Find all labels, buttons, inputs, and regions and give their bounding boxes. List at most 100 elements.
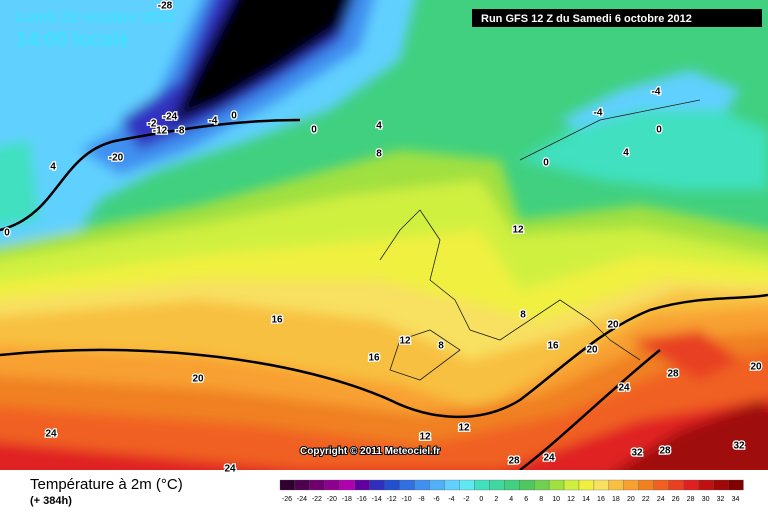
scale-swatch [429,479,445,491]
contour-label: 0 [311,125,317,136]
scale-swatch [369,479,385,491]
cool-area [520,110,768,190]
contour-label: 20 [192,374,204,385]
contour-label: -4 [209,116,218,127]
lead-time: (+ 384h) [30,495,72,507]
contour-label: 24 [45,429,57,440]
scale-label: -2 [463,496,469,503]
cold-area [170,0,352,125]
scale-swatch [339,479,355,491]
scale-label: -4 [448,496,454,503]
scale-swatch [638,479,654,491]
hot-core [600,400,768,480]
scale-label: 20 [627,496,635,503]
contour-label: 0 [656,125,662,136]
run-info: Run GFS 12 Z du Samedi 6 octobre 2012 [481,13,692,25]
coastline [379,99,701,381]
contour-label: 20 [607,320,619,331]
contour-label: 0 [4,228,10,239]
scale-swatch [309,479,325,491]
scale-swatch [489,479,505,491]
scale-label: 12 [567,496,575,503]
contour-label: 16 [368,353,380,364]
scale-swatch [728,479,744,491]
scale-label: -26 [282,496,292,503]
scale-label: -24 [297,496,307,503]
contour-label: 20 [750,362,762,373]
scale-label: 28 [687,496,695,503]
scale-swatch [608,479,625,491]
contour-label: 24 [543,453,555,464]
scale-swatch [578,479,595,491]
contour-label: -8 [176,126,185,137]
contour-label: 16 [271,315,283,326]
contour-label: 28 [659,446,671,457]
scale-swatch [444,479,460,491]
scale-label: -8 [418,496,424,503]
scale-swatch [519,479,535,491]
contour-label: 28 [508,456,520,467]
scale-swatch [563,479,580,491]
scale-label: 10 [552,496,560,503]
contour-label: 32 [733,441,745,452]
scale-label: 4 [509,496,513,503]
scale-label: 32 [717,496,725,503]
scale-label: 14 [582,496,590,503]
isotherm [0,293,768,419]
scale-swatch [668,479,684,491]
contour-label: -4 [652,87,661,98]
isotherm [0,118,301,232]
scale-swatch [414,479,430,491]
scale-label: 2 [494,496,498,503]
scale-label: -12 [387,496,397,503]
scale-label: 0 [479,496,483,503]
legend-background [0,470,768,512]
map-date: Lundi 22 octobre 2012 [16,9,174,26]
contour-label: 24 [618,383,630,394]
contour-label: -20 [109,153,124,164]
scale-swatch [384,479,400,491]
scale-label: 18 [612,496,620,503]
color-scale: -26 -24 -22 -20 -18 -16 -14 -12 -10 -8 -6 -4 -2 0 2 4 6 8… [279,479,744,503]
contour-label: 12 [512,225,524,236]
scale-label: -14 [372,496,382,503]
isotherm [519,349,661,471]
scale-label: -16 [357,496,367,503]
contour-label: 4 [623,148,629,159]
scale-swatch [474,479,490,491]
scale-swatch [534,479,550,491]
contour-label: 4 [376,121,382,132]
contour-label: 0 [231,111,237,122]
contour-label: 12 [419,432,431,443]
copyright: Copyright © 2011 Meteociel.fr [300,446,440,457]
contour-label: 20 [586,345,598,356]
scale-label: 6 [524,496,528,503]
scale-label: 30 [702,496,710,503]
contour-labels: -28 -24 -2-12 -8 -4 0 -20 4 0 0 4 8 -4 -4 0 4 0 12 16 12 8 8 1… [3,0,763,476]
scale-swatch [683,479,699,491]
run-box [472,9,762,27]
scale-swatch [399,479,415,491]
contour-label: 0 [543,158,549,169]
hot-core [630,330,740,380]
scale-swatch [623,479,639,491]
scale-label: 26 [672,496,680,503]
contour-label: 8 [438,341,444,352]
scale-swatch [279,479,296,491]
scale-swatch [324,479,340,491]
scale-swatch [504,479,520,491]
contour-label: -12 [153,126,168,137]
scale-label: 34 [732,496,740,503]
scale-swatch [713,479,729,491]
scale-label: -18 [342,496,352,503]
scale-label: -22 [312,496,322,503]
scale-label: 8 [539,496,543,503]
scale-swatch [593,479,610,491]
contour-label: 8 [376,149,382,160]
scale-swatch [354,479,370,491]
contour-label: 16 [547,341,559,352]
scale-swatch [653,479,669,491]
scale-label: -10 [402,496,412,503]
